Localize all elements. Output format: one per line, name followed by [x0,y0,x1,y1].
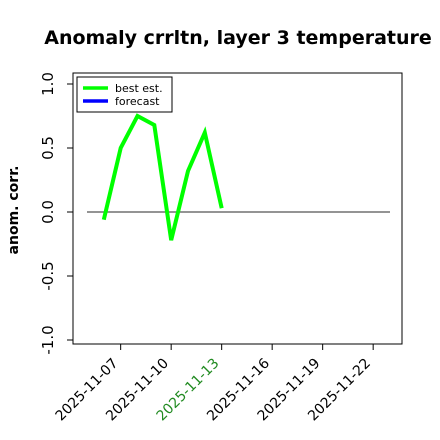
plot-frame [72,72,403,345]
series-layer [101,113,224,241]
y-tick-label: 0.0 [39,200,57,224]
y-axis-label: anom. corr. [6,166,22,255]
y-tick-label: -1.0 [39,325,57,354]
x-axis: 2025-11-072025-11-102025-11-132025-11-16… [53,344,374,424]
legend: best est.forecast [76,76,173,113]
y-axis: -1.0 -0.5 0.0 0.5 1.0 [39,72,73,355]
chart-title: Anomaly crrltn, layer 3 temperature [44,27,432,49]
series-line [101,113,224,241]
legend-label: best est. [115,82,163,95]
y-tick-label: 0.5 [39,136,57,160]
y-tick-label: -0.5 [39,261,57,290]
legend-box [76,76,173,113]
y-tick-label: 1.0 [39,72,57,96]
legend-label: forecast [115,95,160,108]
